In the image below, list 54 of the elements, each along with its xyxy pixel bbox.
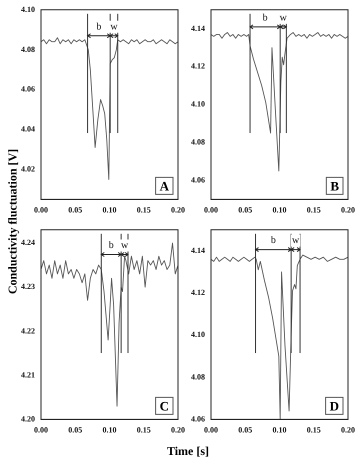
x-tick-label: 0.20 [341,205,355,214]
x-tick-label: 0.20 [171,205,185,214]
x-tick-label: 0.05 [68,205,82,214]
x-tick-label: 0.10 [272,425,286,434]
y-tick-label: 4.22 [21,326,35,336]
x-tick-label: 0.05 [68,425,82,434]
annotation: w [280,12,288,24]
y-tick-label: 4.06 [191,176,205,185]
text: B [330,178,340,194]
y-tick-label: 4.06 [21,84,35,94]
annotation: w [292,235,300,246]
x-tick-label: 0.00 [34,205,48,214]
y-tick-label: 4.10 [21,4,35,14]
y-tick-label: 4.12 [191,62,205,71]
y-tick-label: 4.10 [191,100,205,109]
x-tick-label: 0.20 [171,425,185,434]
x-tick-label: 0.00 [34,425,48,434]
x-tick-label: 0.15 [306,205,321,214]
x-tick-label: 0.00 [204,205,218,214]
annotation: b [108,240,114,252]
annotation: w [120,240,129,252]
y-tick-label: 4.02 [21,164,35,174]
y-tick-label: 4.21 [21,370,35,380]
x-tick-label: 0.05 [238,205,252,214]
annotation: b [262,12,268,24]
text: D [330,398,339,414]
x-axis-title: Time [s] [166,444,210,459]
x-tick-label: 0.05 [238,425,252,434]
y-tick-label: 4.06 [191,414,205,424]
text: C [160,398,169,414]
x-tick-label: 0.20 [341,425,355,434]
x-tick-label: 0.15 [136,205,151,214]
x-tick-label: 0.15 [306,425,321,434]
annotation: b [96,21,102,32]
annotation: w [110,21,118,32]
x-tick-label: 0.10 [102,205,116,214]
y-tick-label: 4.23 [21,282,35,292]
y-tick-label: 4.08 [191,138,205,147]
x-tick-label: 0.10 [272,205,286,214]
y-tick-label: 4.14 [191,24,205,33]
text: A [160,178,170,194]
x-tick-label: 0.10 [102,425,116,434]
annotation: b [270,235,276,246]
y-tick-label: 4.08 [21,44,35,54]
y-tick-label: 4.14 [191,246,205,255]
y-tick-label: 4.04 [21,124,35,134]
y-tick-label: 4.10 [191,330,205,340]
y-tick-label: 4.08 [191,372,205,382]
x-tick-label: 0.15 [136,425,151,434]
y-axis-title: Conductivity fluctuation [V] [6,148,20,296]
y-tick-label: 4.20 [21,414,35,424]
x-tick-label: 0.00 [204,425,218,434]
y-tick-label: 4.24 [21,238,35,248]
y-tick-label: 4.12 [191,288,205,298]
